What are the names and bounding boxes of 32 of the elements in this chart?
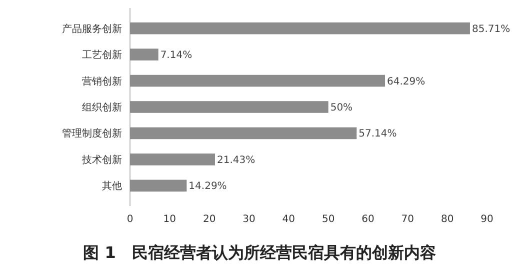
x-tick-label: 0 — [126, 214, 134, 225]
bar — [130, 101, 328, 113]
x-tick-label: 40 — [282, 214, 296, 225]
x-tick-label: 50 — [322, 214, 335, 225]
y-tick-label: 产品服务创新 — [62, 22, 122, 35]
y-tick-label: 工艺创新 — [82, 49, 122, 62]
x-tick-label: 20 — [202, 214, 216, 225]
y-tick-label: 其他 — [102, 180, 122, 192]
x-tick-label: 70 — [401, 214, 414, 225]
bar — [130, 48, 158, 60]
data-label: 21.43% — [217, 154, 256, 166]
x-tick-label: 30 — [242, 214, 256, 225]
bar — [130, 154, 216, 166]
bar — [130, 74, 386, 87]
y-tick-label: 组织创新 — [82, 102, 122, 114]
y-tick-label: 营销创新 — [82, 75, 122, 88]
y-tick-label: 技术创新 — [81, 154, 122, 166]
x-tick-label: 80 — [440, 214, 454, 225]
x-tick-label: 90 — [480, 214, 494, 225]
bar — [130, 22, 470, 34]
y-tick-label: 管理制度创新 — [62, 128, 122, 140]
bar — [130, 127, 357, 140]
data-label: 57.14% — [358, 128, 397, 140]
x-tick-label: 60 — [362, 214, 374, 225]
data-label: 7.14% — [160, 50, 192, 62]
text: 图 1 民宿经营者认为所经营民宿具有的创新内容 — [83, 243, 436, 262]
x-tick-label: 10 — [163, 214, 176, 225]
data-label: 50% — [330, 102, 353, 114]
data-label: 64.29% — [387, 76, 426, 88]
bar — [130, 180, 187, 192]
data-label: 85.71% — [472, 24, 510, 35]
data-label: 14.29% — [188, 181, 227, 192]
